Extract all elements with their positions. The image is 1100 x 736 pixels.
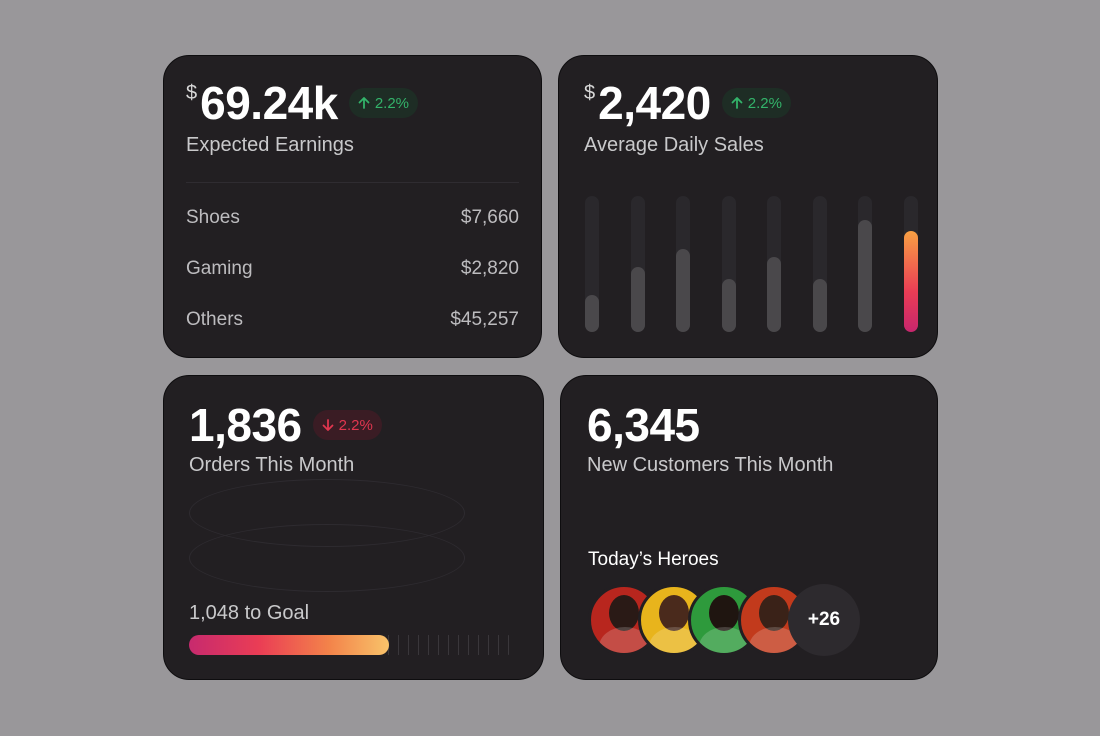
category-name: Others bbox=[186, 309, 244, 330]
category-amount: $45,257 bbox=[450, 309, 519, 330]
bar-highlighted[interactable] bbox=[903, 231, 918, 332]
decorative-ellipse bbox=[189, 524, 465, 592]
bar[interactable] bbox=[812, 279, 827, 332]
sales-label: Average Daily Sales bbox=[584, 134, 764, 156]
orders-header: 1,836 2.2% bbox=[189, 402, 382, 448]
orders-this-month-card: 1,836 2.2% Orders This Month 1,048 to Go… bbox=[163, 375, 544, 680]
category-name: Shoes bbox=[186, 207, 240, 228]
bar[interactable] bbox=[858, 220, 872, 332]
earnings-value: 69.24k bbox=[200, 77, 338, 129]
arrow-up-icon bbox=[358, 97, 370, 109]
change-value: 2.2% bbox=[338, 416, 373, 434]
sales-header: $ 2,420 2.2% bbox=[584, 80, 791, 126]
more-count: +26 bbox=[807, 609, 841, 630]
orders-label: Orders This Month bbox=[189, 454, 355, 476]
sales-value: 2,420 bbox=[598, 77, 711, 129]
orders-value: 1,836 bbox=[189, 399, 302, 451]
customers-header: 6,345 bbox=[587, 402, 700, 448]
bar[interactable] bbox=[721, 279, 736, 332]
bar[interactable] bbox=[676, 249, 690, 332]
currency-symbol: $ bbox=[186, 82, 198, 104]
goal-progress-fill bbox=[189, 635, 389, 655]
currency-symbol: $ bbox=[584, 82, 596, 104]
heroes-avatar-group: +26 bbox=[588, 584, 860, 656]
arrow-down-icon bbox=[322, 419, 334, 431]
change-value: 2.2% bbox=[374, 94, 410, 112]
category-amount: $2,820 bbox=[460, 258, 519, 279]
change-badge: 2.2% bbox=[312, 410, 382, 440]
category-row: Shoes $7,660 bbox=[186, 207, 519, 229]
more-heroes-button[interactable]: +26 bbox=[788, 584, 860, 656]
change-badge: 2.2% bbox=[721, 88, 791, 118]
divider bbox=[186, 182, 519, 183]
customers-label: New Customers This Month bbox=[587, 454, 834, 476]
goal-label: 1,048 to Goal bbox=[189, 602, 310, 624]
expected-earnings-card: $ 69.24k 2.2% Expected Earnings Shoes $7… bbox=[163, 55, 542, 358]
category-row: Others $45,257 bbox=[186, 309, 519, 331]
earnings-label: Expected Earnings bbox=[186, 134, 354, 156]
bar[interactable] bbox=[585, 295, 599, 332]
category-name: Gaming bbox=[186, 258, 253, 279]
bar[interactable] bbox=[767, 257, 781, 332]
heroes-title: Today’s Heroes bbox=[588, 549, 719, 570]
category-amount: $7,660 bbox=[460, 207, 519, 228]
avatar-face bbox=[609, 595, 639, 631]
change-badge: 2.2% bbox=[348, 88, 419, 118]
bar[interactable] bbox=[630, 267, 645, 332]
earnings-header: $ 69.24k 2.2% bbox=[186, 77, 419, 129]
new-customers-card: 6,345 New Customers This Month Today’s H… bbox=[560, 375, 938, 680]
category-row: Gaming $2,820 bbox=[186, 258, 519, 280]
arrow-up-icon bbox=[731, 97, 743, 109]
change-value: 2.2% bbox=[747, 94, 782, 112]
customers-value: 6,345 bbox=[587, 399, 700, 451]
average-daily-sales-card: $ 2,420 2.2% Average Daily Sales bbox=[558, 55, 938, 358]
avatar-face bbox=[759, 595, 789, 631]
avatar-face bbox=[709, 595, 739, 631]
avatar-face bbox=[659, 595, 689, 631]
